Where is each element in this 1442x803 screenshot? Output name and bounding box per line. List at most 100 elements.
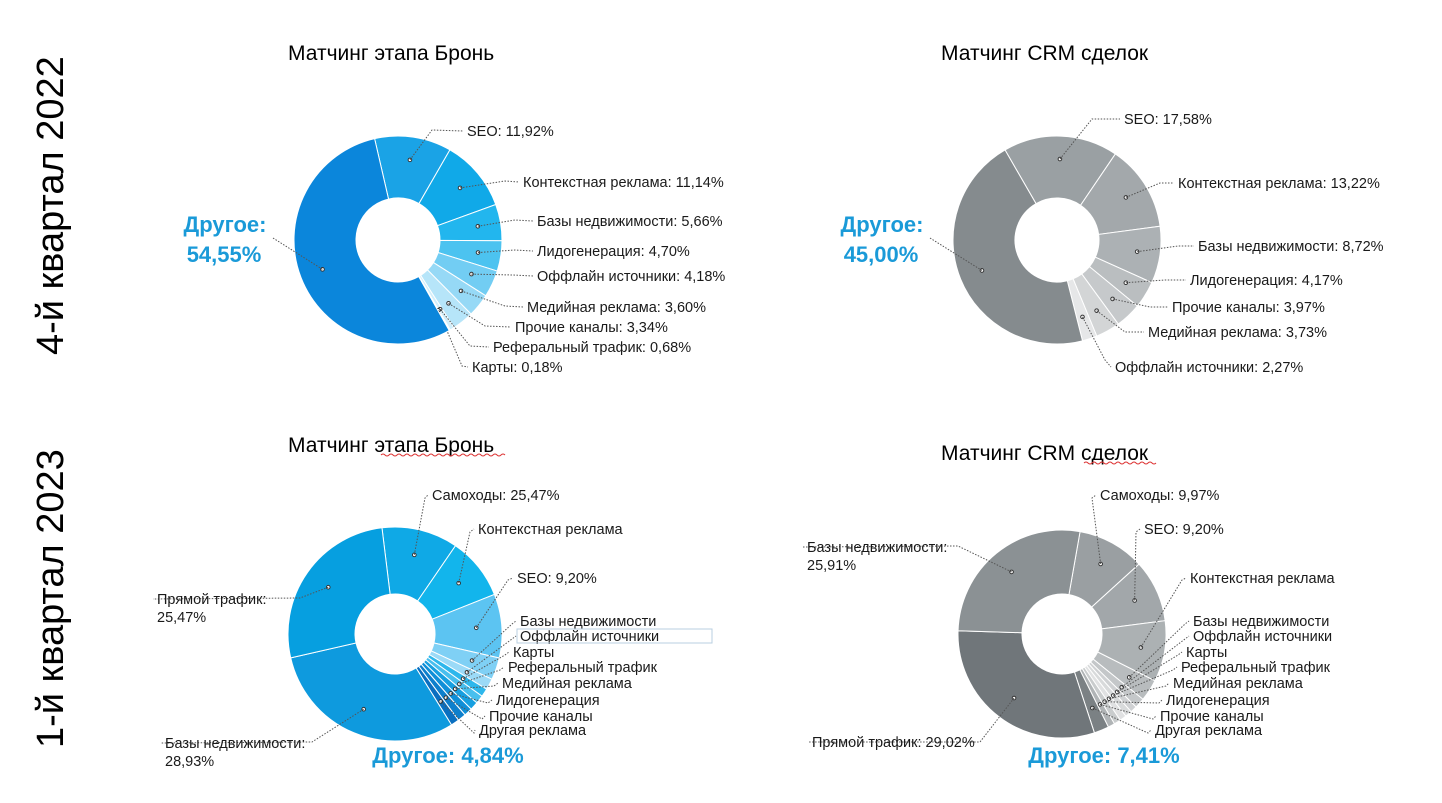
slice-label: Прямой трафик: 29,02%	[812, 735, 975, 751]
chart-title-q4-bron: Матчинг этапа Бронь	[288, 42, 494, 65]
leader-line	[466, 635, 517, 673]
spellcheck-underline	[1083, 461, 1157, 465]
leader-line	[1112, 298, 1168, 308]
slice-marker	[1126, 675, 1132, 680]
slice-label: Контекстная реклама: 11,14%	[523, 175, 724, 191]
leader-line	[477, 249, 534, 254]
slice-label: Другая реклама	[479, 723, 587, 739]
slice-12	[290, 642, 453, 742]
leader-line	[1137, 245, 1194, 253]
leader-line	[439, 308, 490, 348]
slice-label: Оффлайн источники	[520, 629, 659, 645]
leader-line	[448, 302, 512, 328]
leader-line	[1099, 703, 1157, 720]
slice-label: Базы недвижимости	[1193, 614, 1329, 630]
text-selection-box	[516, 628, 713, 644]
slice-marker	[1090, 705, 1095, 711]
leader-line	[1096, 310, 1144, 333]
slice-label: Карты: 0,18%	[472, 360, 563, 376]
slice-label: Прямой трафик: 25,47%	[157, 592, 267, 626]
slice-other	[293, 138, 450, 345]
slice-label: Реферальный трафик	[508, 660, 658, 676]
leader-line	[477, 219, 534, 227]
leader-line	[455, 682, 499, 690]
leader-line	[272, 237, 323, 270]
slice-label: Прочие каналы	[489, 709, 593, 725]
slice-label: Прочие каналы: 3,97%	[1172, 300, 1325, 316]
leader-line	[437, 310, 469, 368]
slice-1	[1004, 135, 1117, 206]
highlight-other-value: Другое: 4,84%	[372, 743, 523, 768]
highlight-other-value: Другое: 45,00%	[841, 212, 924, 267]
leader-line	[459, 180, 520, 189]
leader-line	[1140, 577, 1187, 648]
spellcheck-underline	[380, 453, 506, 457]
slice-label: Контекстная реклама: 13,22%	[1178, 176, 1380, 192]
slice-marker	[1114, 689, 1120, 695]
slice-label: Контекстная реклама	[1190, 571, 1336, 587]
slice-12	[957, 630, 1096, 739]
leader-line	[802, 545, 1012, 573]
slice-label: Базы недвижимости: 25,91%	[807, 540, 947, 574]
leader-line	[929, 237, 983, 271]
slice-other	[952, 149, 1084, 345]
leader-line	[1125, 279, 1186, 284]
slice-label: Лидогенерация	[496, 693, 600, 709]
leader-line	[413, 494, 429, 555]
slice-label: Контекстная реклама	[478, 522, 624, 538]
slice-13	[957, 529, 1081, 634]
leader-line	[471, 620, 517, 661]
donut-chart-3: Самоходы: 25,47% Контекстная реклама SEO: …	[152, 488, 659, 770]
slice-label: Лидогенерация	[1166, 693, 1270, 709]
leader-line	[152, 586, 329, 600]
slice-label: Прочие каналы: 3,34%	[515, 320, 668, 336]
slice-marker	[320, 267, 325, 272]
highlight-other-value: Другое: 54,55%	[184, 212, 267, 267]
slice-label: Карты	[1186, 645, 1227, 661]
slice-label: Базы недвижимости: 8,72%	[1198, 239, 1384, 255]
slice-label: Другая реклама	[1155, 723, 1263, 739]
chart-title-q1-crm: Матчинг CRM сделок	[941, 442, 1149, 465]
row-label-q4-2022: 4-й квартал 2022	[30, 56, 72, 355]
highlight-other-value: Другое: 7,41%	[1028, 743, 1179, 768]
slice-marker	[1138, 645, 1144, 650]
slice-13	[287, 527, 391, 659]
chart-title-q4-crm: Матчинг CRM сделок	[941, 42, 1149, 65]
slice-label: Лидогенерация: 4,17%	[1190, 273, 1343, 289]
slice-label: Прочие каналы	[1160, 709, 1264, 725]
leader-line	[1059, 118, 1120, 160]
donut-chart-2: SEO: 17,58% Контекстная реклама: 13,22% Ба…	[841, 112, 1384, 376]
slice-label: SEO: 9,20%	[1144, 522, 1224, 538]
leader-line	[475, 577, 514, 629]
leader-line	[1108, 682, 1170, 700]
leader-line	[1125, 182, 1174, 198]
donut-chart-1: SEO: 11,92% Контекстная реклама: 11,14% Ба…	[184, 124, 726, 376]
slice-label: SEO: 17,58%	[1124, 112, 1212, 128]
slice-label: Лидогенерация: 4,70%	[537, 244, 690, 260]
leader-line	[1112, 666, 1178, 696]
slice-label: Медийная реклама	[502, 676, 633, 692]
leader-line	[1091, 494, 1102, 565]
leader-line	[409, 129, 464, 161]
slice-label: Карты	[513, 645, 554, 661]
slice-label: Оффлайн источники	[1193, 629, 1332, 645]
slice-label: Самоходы: 9,97%	[1100, 488, 1220, 504]
slice-label: Самоходы: 25,47%	[432, 488, 560, 504]
leader-line	[440, 701, 476, 734]
slice-label: SEO: 9,20%	[517, 571, 597, 587]
slice-label: Базы недвижимости: 5,66%	[537, 214, 723, 230]
slice-label: Реферальный трафик	[1181, 660, 1331, 676]
leader-line	[462, 651, 510, 680]
leader-line	[450, 692, 493, 704]
chart-title-q1-bron: Матчинг этапа Бронь	[288, 434, 494, 457]
slice-label: Медийная реклама: 3,60%	[527, 300, 706, 316]
leader-line	[1082, 316, 1112, 368]
leader-line	[808, 697, 1015, 743]
leader-line	[459, 666, 505, 685]
row-label-q1-2023: 1-й квартал 2023	[30, 449, 72, 748]
leader-line	[1092, 707, 1152, 734]
leader-line	[458, 528, 475, 584]
leader-line	[471, 273, 534, 277]
slice-label: Медийная реклама	[1173, 676, 1304, 692]
